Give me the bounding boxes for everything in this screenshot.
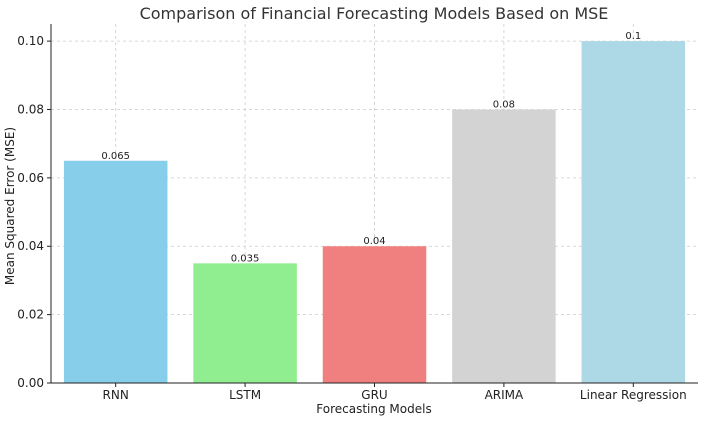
- chart-title: Comparison of Financial Forecasting Mode…: [140, 4, 609, 23]
- x-axis-label: Forecasting Models: [316, 402, 431, 416]
- bar-gru: [322, 246, 427, 383]
- y-tick-label: 0.08: [17, 102, 44, 116]
- x-tick-label: GRU: [361, 388, 387, 402]
- bar-value-label: 0.035: [231, 253, 260, 264]
- bar-value-label: 0.065: [101, 151, 130, 162]
- bar-arima: [452, 109, 556, 383]
- data-labels: 0.065 0.035 0.04 0.08 0.1: [101, 31, 641, 264]
- bar-lstm: [193, 263, 297, 383]
- bar-rnn: [63, 160, 168, 383]
- y-tick-label: 0.10: [17, 34, 44, 48]
- axes: 0.00 0.02 0.04 0.06 0.08 0.10 RNN LSTM GRU ARIMA L…: [17, 24, 698, 402]
- bars: [63, 41, 686, 383]
- y-tick-label: 0.02: [17, 308, 44, 322]
- bar-linear-regression: [581, 41, 686, 383]
- bar-value-label: 0.1: [625, 31, 641, 42]
- y-tick-label: 0.04: [17, 239, 44, 253]
- bar-value-label: 0.08: [493, 99, 515, 110]
- y-tick-label: 0.00: [17, 376, 44, 390]
- x-tick-label: Linear Regression: [580, 388, 687, 402]
- x-tick-label: ARIMA: [485, 388, 524, 402]
- x-tick-label: RNN: [103, 388, 129, 402]
- y-axis-label: Mean Squared Error (MSE): [3, 127, 17, 285]
- y-tick-label: 0.06: [17, 171, 44, 185]
- x-tick-label: LSTM: [229, 388, 261, 402]
- bar-value-label: 0.04: [363, 236, 385, 247]
